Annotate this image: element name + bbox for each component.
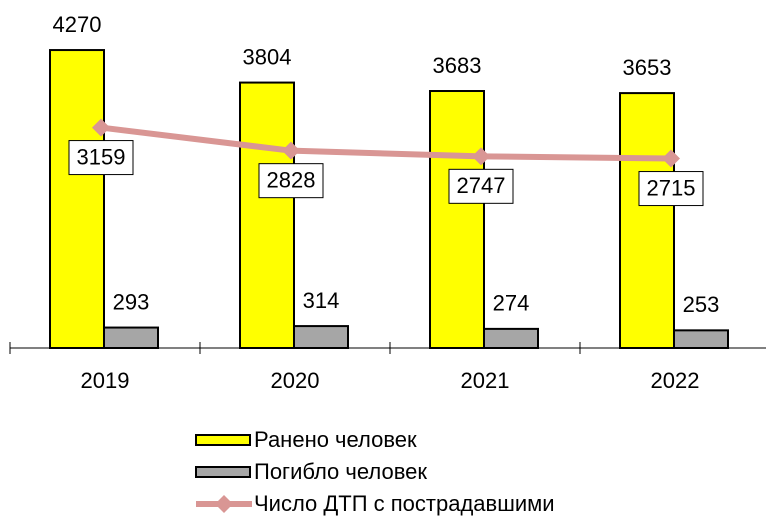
line-marker [92, 118, 110, 137]
legend-swatch [195, 434, 251, 446]
legend-label: Ранено человек [254, 427, 417, 452]
x-tick-label: 2021 [461, 368, 510, 393]
value-label: 274 [493, 291, 530, 316]
bar [49, 49, 105, 349]
value-label-box [448, 168, 514, 204]
value-label: 293 [113, 289, 150, 314]
value-label: 3683 [433, 53, 482, 78]
value-label: 2747 [457, 173, 506, 198]
legend-swatch [195, 466, 251, 478]
x-tick-label: 2019 [81, 368, 130, 393]
value-label-box [258, 163, 324, 199]
x-tick-label: 2020 [271, 368, 320, 393]
value-label: 314 [303, 288, 340, 313]
value-label: 4270 [53, 12, 102, 37]
bar [103, 326, 159, 350]
line-marker [662, 149, 680, 168]
bar [483, 327, 539, 350]
bar [293, 325, 349, 350]
value-label: 2715 [647, 175, 696, 200]
line [100, 124, 672, 162]
value-label: 3804 [243, 44, 292, 69]
legend-marker [215, 495, 233, 513]
value-label: 3159 [77, 144, 126, 169]
value-label-box [638, 171, 704, 207]
line-marker [282, 141, 300, 160]
line-marker [472, 147, 490, 166]
bar [619, 92, 675, 349]
value-label: 253 [683, 292, 720, 317]
legend-label: Число ДТП с пострадавшими [254, 491, 555, 516]
bar [673, 329, 729, 349]
x-tick-label: 2022 [651, 368, 700, 393]
bar [239, 81, 295, 349]
value-label-box [68, 140, 134, 176]
bar [429, 90, 485, 349]
value-label: 2828 [267, 167, 316, 192]
legend-label: Погибло человек [254, 459, 427, 484]
value-label: 3653 [623, 55, 672, 80]
